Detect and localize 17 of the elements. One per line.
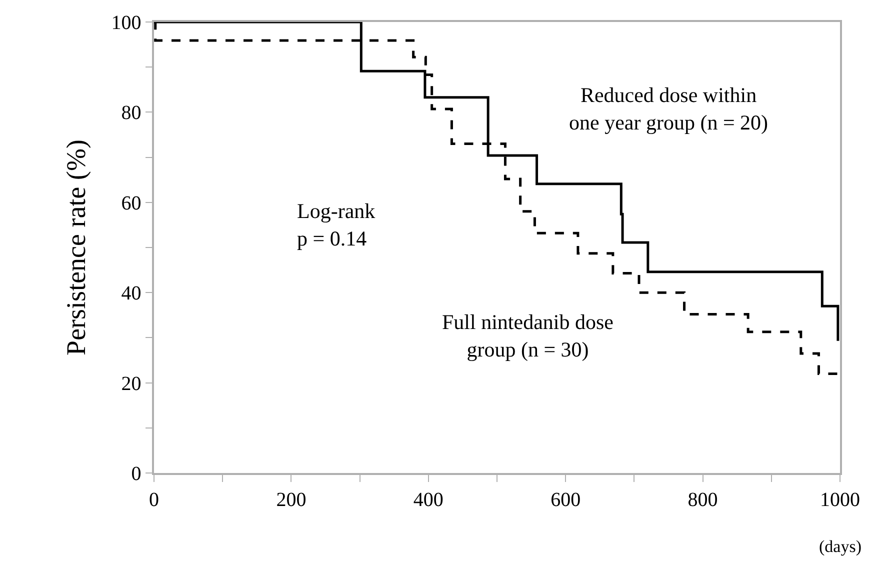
y-tick-label: 20 xyxy=(121,372,142,395)
x-tick-label: 1000 xyxy=(820,488,860,511)
x-axis-title: (days) xyxy=(819,537,862,556)
y-tick-label: 40 xyxy=(121,282,142,305)
annotation: Reduced dose within one year group (n = 20) xyxy=(569,83,768,134)
annotation: Full nintedanib dose group (n = 30) xyxy=(442,310,614,362)
x-tick-label: 400 xyxy=(413,488,444,511)
y-tick-label: 100 xyxy=(111,12,142,34)
x-tick-label: 800 xyxy=(688,488,718,511)
y-axis-title: Persistence rate (%) xyxy=(60,140,91,356)
y-tick-label: 80 xyxy=(121,102,142,124)
annotation: Log-rank p = 0.14 xyxy=(297,199,376,250)
y-tick-label: 0 xyxy=(131,463,142,485)
x-tick-label: 0 xyxy=(149,488,159,511)
y-tick-label: 60 xyxy=(121,192,142,214)
x-tick-label: 200 xyxy=(276,488,306,511)
x-tick-label: 600 xyxy=(550,488,581,511)
